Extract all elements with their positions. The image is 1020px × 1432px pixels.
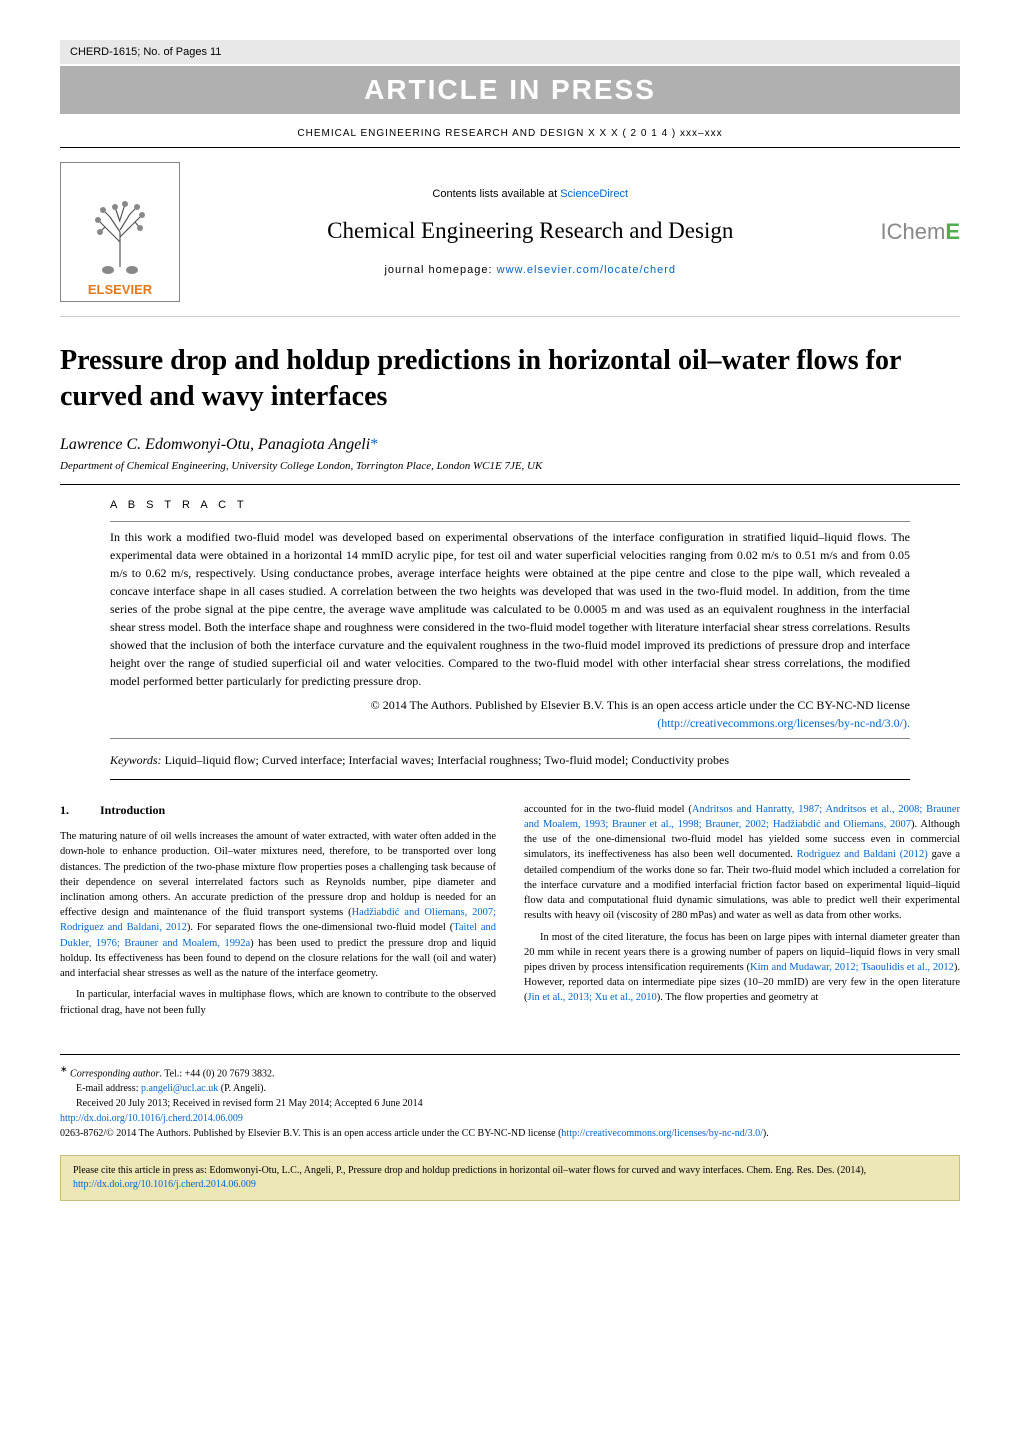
sciencedirect-link[interactable]: ScienceDirect (560, 188, 628, 200)
right-column: accounted for in the two-fluid model (An… (524, 802, 960, 1024)
journal-citation-line: CHEMICAL ENGINEERING RESEARCH AND DESIGN… (60, 114, 960, 148)
homepage-link[interactable]: www.elsevier.com/locate/cherd (497, 264, 676, 276)
citation-doi-link[interactable]: http://dx.doi.org/10.1016/j.cherd.2014.0… (73, 1179, 256, 1190)
journal-title: Chemical Engineering Research and Design (200, 218, 861, 244)
citation-box: Please cite this article in press as: Ed… (60, 1155, 960, 1201)
asterisk-icon: ∗ (60, 1064, 68, 1074)
affiliation: Department of Chemical Engineering, Univ… (60, 460, 960, 472)
tree-icon (70, 182, 170, 282)
keywords-label: Keywords: (110, 753, 162, 767)
abstract-paragraph: In this work a modified two-fluid model … (110, 528, 910, 690)
header-bar: CHERD-1615; No. of Pages 11 (60, 40, 960, 64)
section-heading: 1.Introduction (60, 802, 496, 819)
email-line: E-mail address: p.angeli@ucl.ac.uk (P. A… (60, 1081, 960, 1096)
authors-names: Lawrence C. Edomwonyi-Otu, Panagiota Ang… (60, 436, 370, 453)
license-line: (http://creativecommons.org/licenses/by-… (110, 714, 910, 732)
homepage-label: journal homepage: (384, 264, 496, 276)
doi-line: http://dx.doi.org/10.1016/j.cherd.2014.0… (60, 1111, 960, 1126)
icheme-e: E (945, 219, 960, 244)
abstract-text: In this work a modified two-fluid model … (110, 528, 910, 732)
corresponding-author-line: ∗ Corresponding author. Tel.: +44 (0) 20… (60, 1063, 960, 1081)
issn-license-link[interactable]: http://creativecommons.org/licenses/by-n… (561, 1128, 762, 1139)
icheme-chem: Chem (887, 219, 946, 244)
keywords: Keywords: Liquid–liquid flow; Curved int… (110, 751, 910, 769)
citation[interactable]: Jin et al., 2013; Xu et al., 2010 (528, 992, 657, 1003)
issn-text: 0263-8762/© 2014 The Authors. Published … (60, 1128, 561, 1139)
license-link[interactable]: (http://creativecommons.org/licenses/by-… (657, 716, 910, 730)
contents-available-line: Contents lists available at ScienceDirec… (200, 188, 861, 200)
body-paragraph: accounted for in the two-fluid model (An… (524, 802, 960, 924)
elsevier-label: ELSEVIER (88, 282, 152, 297)
footer-block: ∗ Corresponding author. Tel.: +44 (0) 20… (60, 1054, 960, 1141)
body-paragraph: The maturing nature of oil wells increas… (60, 829, 496, 981)
citation-text: Please cite this article in press as: Ed… (73, 1165, 866, 1176)
icheme-logo: IChemE (881, 219, 961, 245)
email-link[interactable]: p.angeli@ucl.ac.uk (141, 1083, 218, 1094)
section-title: Introduction (100, 803, 165, 817)
copyright-line: © 2014 The Authors. Published by Elsevie… (110, 696, 910, 714)
divider (60, 484, 960, 485)
left-column: 1.Introduction The maturing nature of oi… (60, 802, 496, 1024)
abstract-block: A B S T R A C T In this work a modified … (60, 499, 960, 780)
contents-text: Contents lists available at (432, 188, 560, 200)
corr-tel: . Tel.: +44 (0) 20 7679 3832. (159, 1068, 274, 1079)
issn-close: ). (763, 1128, 769, 1139)
body-columns: 1.Introduction The maturing nature of oi… (60, 802, 960, 1024)
press-banner: ARTICLE IN PRESS (60, 66, 960, 114)
masthead: ELSEVIER Contents lists available at Sci… (60, 148, 960, 317)
divider (110, 779, 910, 780)
body-paragraph: In most of the cited literature, the foc… (524, 930, 960, 1006)
doi-link[interactable]: http://dx.doi.org/10.1016/j.cherd.2014.0… (60, 1113, 243, 1124)
authors: Lawrence C. Edomwonyi-Otu, Panagiota Ang… (60, 436, 960, 454)
press-banner-text: ARTICLE IN PRESS (364, 74, 656, 105)
section-number: 1. (60, 802, 100, 819)
article-title: Pressure drop and holdup predictions in … (60, 343, 960, 416)
elsevier-logo: ELSEVIER (60, 162, 180, 302)
email-label: E-mail address: (76, 1083, 141, 1094)
masthead-center: Contents lists available at ScienceDirec… (180, 188, 881, 276)
corr-label: Corresponding author (70, 1068, 159, 1079)
article-reference: CHERD-1615; No. of Pages 11 (70, 46, 221, 58)
divider-light (110, 521, 910, 522)
issn-line: 0263-8762/© 2014 The Authors. Published … (60, 1126, 960, 1141)
citation[interactable]: Kim and Mudawar, 2012; Tsaoulidis et al.… (750, 962, 954, 973)
email-name: (P. Angeli). (218, 1083, 266, 1094)
body-paragraph: In particular, interfacial waves in mult… (60, 987, 496, 1017)
divider-light (110, 738, 910, 739)
received-line: Received 20 July 2013; Received in revis… (60, 1096, 960, 1111)
homepage-line: journal homepage: www.elsevier.com/locat… (200, 264, 861, 276)
citation[interactable]: Rodriguez and Baldani (2012) (797, 849, 928, 860)
keywords-text: Liquid–liquid flow; Curved interface; In… (162, 753, 729, 767)
corresponding-marker: * (370, 436, 378, 453)
abstract-heading: A B S T R A C T (110, 499, 910, 511)
